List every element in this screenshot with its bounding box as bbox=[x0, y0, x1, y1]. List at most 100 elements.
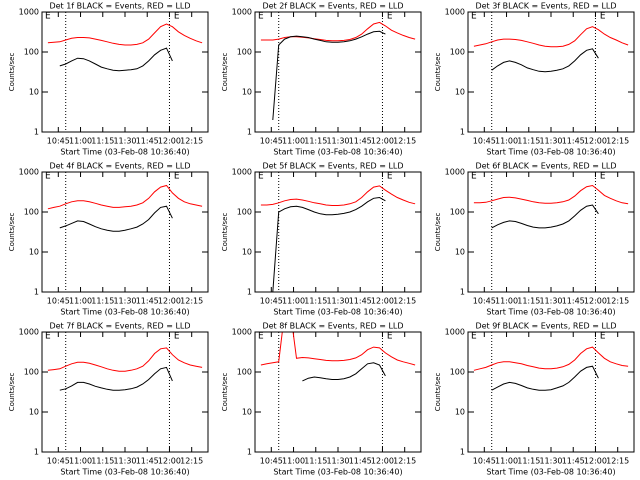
plot-frame bbox=[254, 171, 422, 293]
y-tick-label: 1000 bbox=[232, 8, 252, 17]
x-tick-label: 10:45 bbox=[473, 297, 496, 306]
chart-title: Det 9f BLACK = Events, RED = LLD bbox=[475, 322, 616, 331]
y-tick-label: 1 bbox=[460, 448, 465, 457]
x-tick-label: 11:00 bbox=[282, 137, 305, 146]
panel: Det 4f BLACK = Events, RED = LLD Start Ti… bbox=[8, 162, 209, 317]
x-tick-label: 11:30 bbox=[326, 457, 349, 466]
x-tick-label: 11:00 bbox=[495, 137, 518, 146]
panel: Det 9f BLACK = Events, RED = LLD Start Ti… bbox=[434, 322, 635, 477]
x-tick-label: 10:45 bbox=[260, 137, 283, 146]
x-tick-label: 12:15 bbox=[606, 137, 629, 146]
y-tick-label: 100 bbox=[237, 208, 252, 217]
x-tick-label: 10:45 bbox=[47, 297, 70, 306]
data-line bbox=[59, 47, 173, 72]
x-tick-label: 11:30 bbox=[539, 137, 562, 146]
x-tick-label: 10:45 bbox=[473, 457, 496, 466]
x-tick-label: 12:15 bbox=[393, 297, 416, 306]
x-tick-label: 12:00 bbox=[584, 457, 607, 466]
marker-label: E bbox=[258, 172, 264, 182]
chart-title: Det 1f BLACK = Events, RED = LLD bbox=[49, 2, 190, 11]
y-tick-label: 1 bbox=[34, 128, 39, 137]
y-tick-label: 1000 bbox=[445, 328, 465, 337]
y-tick-label: 100 bbox=[237, 368, 252, 377]
data-line bbox=[260, 21, 416, 42]
y-axis-label: Counts/sec bbox=[8, 373, 16, 412]
plot-frame bbox=[467, 11, 635, 133]
chart-title: Det 7f BLACK = Events, RED = LLD bbox=[49, 322, 190, 331]
data-line bbox=[59, 366, 173, 391]
x-tick-label: 11:30 bbox=[113, 297, 136, 306]
x-axis-label: Start Time (03-Feb-08 10:36:40) bbox=[60, 468, 189, 477]
panel: Det 2f BLACK = Events, RED = LLD Start Ti… bbox=[221, 2, 422, 157]
y-tick-label: 1000 bbox=[445, 168, 465, 177]
y-tick-label: 100 bbox=[24, 48, 39, 57]
marker-label: E bbox=[387, 172, 393, 182]
marker-label: E bbox=[600, 12, 606, 22]
x-tick-label: 12:00 bbox=[371, 137, 394, 146]
plot-frame bbox=[467, 171, 635, 293]
x-tick-label: 10:45 bbox=[47, 137, 70, 146]
data-line bbox=[47, 184, 203, 210]
y-tick-label: 1000 bbox=[19, 8, 39, 17]
chart-title: Det 2f BLACK = Events, RED = LLD bbox=[262, 2, 403, 11]
y-tick-label: 10 bbox=[242, 408, 252, 417]
x-tick-label: 12:15 bbox=[606, 457, 629, 466]
data-line bbox=[302, 362, 386, 382]
x-tick-label: 12:15 bbox=[180, 297, 203, 306]
marker-label: E bbox=[471, 172, 477, 182]
data-line bbox=[491, 48, 599, 73]
y-axis-label: Counts/sec bbox=[434, 213, 442, 252]
x-tick-label: 11:30 bbox=[113, 137, 136, 146]
x-tick-label: 11:45 bbox=[562, 297, 585, 306]
x-tick-label: 11:15 bbox=[304, 457, 327, 466]
chart-title: Det 6f BLACK = Events, RED = LLD bbox=[475, 162, 616, 171]
x-tick-label: 10:45 bbox=[47, 457, 70, 466]
y-tick-label: 1000 bbox=[19, 168, 39, 177]
x-tick-label: 11:45 bbox=[349, 457, 372, 466]
x-axis-label: Start Time (03-Feb-08 10:36:40) bbox=[486, 308, 615, 317]
marker-label: E bbox=[45, 12, 51, 22]
panel: Det 8f BLACK = Events, RED = LLD Start Ti… bbox=[221, 322, 422, 477]
marker-label: E bbox=[45, 332, 51, 342]
y-tick-label: 1 bbox=[247, 288, 252, 297]
x-tick-label: 11:15 bbox=[517, 297, 540, 306]
x-tick-label: 11:15 bbox=[91, 297, 114, 306]
data-line bbox=[473, 184, 629, 205]
y-tick-label: 1 bbox=[34, 448, 39, 457]
y-tick-label: 1000 bbox=[445, 8, 465, 17]
x-axis-label: Start Time (03-Feb-08 10:36:40) bbox=[486, 468, 615, 477]
y-axis-label: Counts/sec bbox=[221, 373, 229, 412]
y-tick-label: 10 bbox=[242, 248, 252, 257]
y-axis-label: Counts/sec bbox=[8, 53, 16, 92]
x-tick-label: 11:15 bbox=[517, 137, 540, 146]
x-tick-label: 11:45 bbox=[136, 297, 159, 306]
x-tick-label: 11:30 bbox=[539, 457, 562, 466]
y-tick-label: 10 bbox=[455, 248, 465, 257]
x-tick-label: 11:30 bbox=[113, 457, 136, 466]
marker-label: E bbox=[600, 332, 606, 342]
y-tick-label: 1000 bbox=[19, 328, 39, 337]
marker-label: E bbox=[258, 332, 264, 342]
y-tick-label: 100 bbox=[450, 368, 465, 377]
marker-label: E bbox=[45, 172, 51, 182]
y-axis-label: Counts/sec bbox=[434, 373, 442, 412]
data-line bbox=[491, 204, 599, 229]
x-tick-label: 10:45 bbox=[260, 297, 283, 306]
panel: Det 6f BLACK = Events, RED = LLD Start Ti… bbox=[434, 162, 635, 317]
y-tick-label: 1 bbox=[247, 448, 252, 457]
plot-frame bbox=[41, 11, 209, 133]
x-tick-label: 11:30 bbox=[326, 137, 349, 146]
y-axis-label: Counts/sec bbox=[8, 213, 16, 252]
marker-label: E bbox=[387, 332, 393, 342]
x-axis-label: Start Time (03-Feb-08 10:36:40) bbox=[486, 148, 615, 157]
x-tick-label: 11:00 bbox=[282, 457, 305, 466]
chart-title: Det 4f BLACK = Events, RED = LLD bbox=[49, 162, 190, 171]
x-tick-label: 11:30 bbox=[539, 297, 562, 306]
plot-frame bbox=[41, 331, 209, 453]
x-tick-label: 12:15 bbox=[180, 457, 203, 466]
x-tick-label: 11:00 bbox=[495, 297, 518, 306]
x-tick-label: 11:00 bbox=[69, 297, 92, 306]
